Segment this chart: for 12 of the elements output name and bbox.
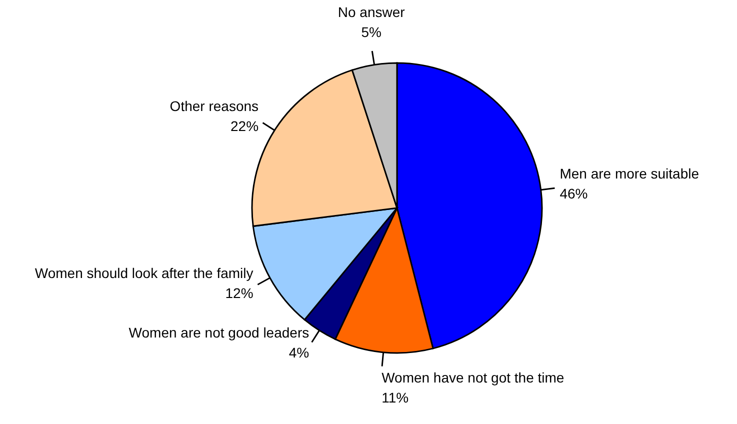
slice-label: Women should look after the family <box>34 265 254 282</box>
slice-label: No answer <box>338 4 406 20</box>
slice-label: Other reasons <box>170 98 259 114</box>
slice-label: Women are not good leaders <box>128 324 310 340</box>
slice-label: Men are more suitable <box>560 165 700 182</box>
data-label: 11% <box>382 389 409 406</box>
data-label: 5% <box>361 24 382 40</box>
data-label: 12% <box>225 285 254 302</box>
data-label: 46% <box>560 185 588 202</box>
slice-label: Women have not got the time <box>382 369 564 386</box>
data-label: 4% <box>288 344 310 360</box>
data-label: 22% <box>230 118 259 134</box>
